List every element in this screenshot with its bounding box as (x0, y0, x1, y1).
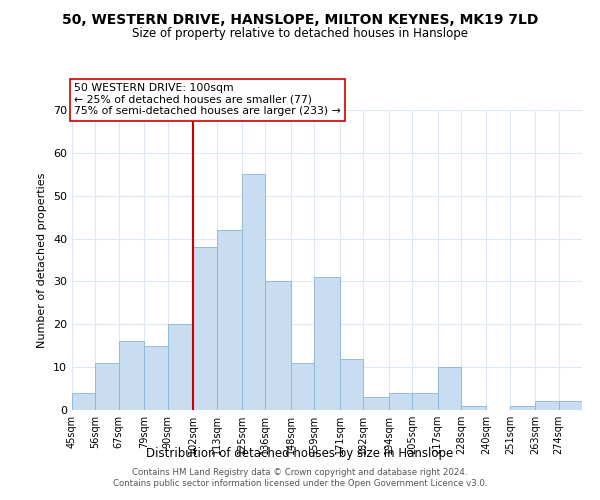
Text: Contains HM Land Registry data © Crown copyright and database right 2024.
Contai: Contains HM Land Registry data © Crown c… (113, 468, 487, 487)
Bar (72, 393, 95, 410)
Bar (437, 367, 461, 410)
Bar (314, 277, 340, 410)
Bar (265, 282, 291, 410)
Bar (510, 406, 535, 410)
Bar (363, 397, 389, 410)
Text: 50 WESTERN DRIVE: 100sqm
← 25% of detached houses are smaller (77)
75% of semi-d: 50 WESTERN DRIVE: 100sqm ← 25% of detach… (74, 83, 341, 116)
Bar (217, 230, 242, 410)
Bar (389, 393, 412, 410)
Bar (119, 342, 144, 410)
Bar (535, 402, 559, 410)
Bar (144, 346, 167, 410)
Bar (193, 247, 217, 410)
Bar (242, 174, 265, 410)
Bar (559, 402, 582, 410)
Bar (340, 358, 363, 410)
Text: Distribution of detached houses by size in Hanslope: Distribution of detached houses by size … (146, 448, 454, 460)
Bar (291, 363, 314, 410)
Text: Size of property relative to detached houses in Hanslope: Size of property relative to detached ho… (132, 28, 468, 40)
Bar (167, 324, 193, 410)
Text: 50, WESTERN DRIVE, HANSLOPE, MILTON KEYNES, MK19 7LD: 50, WESTERN DRIVE, HANSLOPE, MILTON KEYN… (62, 12, 538, 26)
Bar (461, 406, 487, 410)
Bar (412, 393, 437, 410)
Y-axis label: Number of detached properties: Number of detached properties (37, 172, 47, 348)
Bar (95, 363, 119, 410)
